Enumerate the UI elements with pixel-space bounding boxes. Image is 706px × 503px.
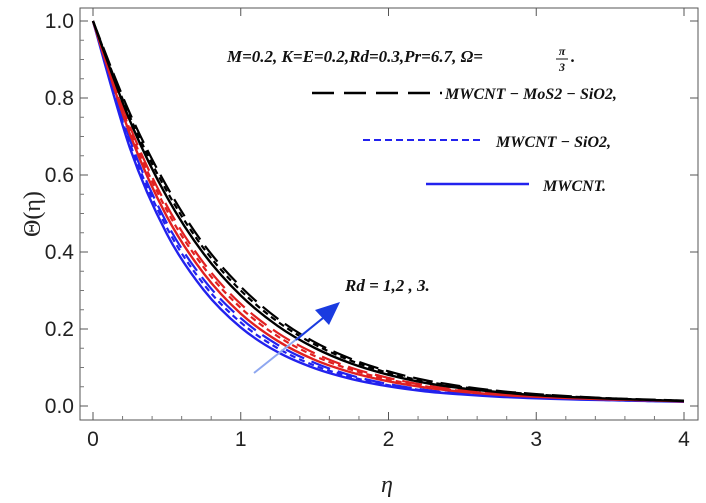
x-tick-label: 2 <box>383 428 395 451</box>
y-tick-label: 1.0 <box>45 10 74 33</box>
parameters-annotation: M=0.2, K=E=0.2,Rd=0.3,Pr=6.7, Ω= π 3 . <box>226 44 575 74</box>
y-tick-label: 0.8 <box>45 87 74 110</box>
rd-annotation-text: Rd = 1,2 , 3. <box>344 276 430 295</box>
parameters-fraction-numerator: π <box>559 44 566 58</box>
legend-label-1: MWCNT − MoS2 − SiO2, <box>444 86 617 103</box>
rd-arrow-head <box>315 302 340 325</box>
plot-frame <box>79 7 699 421</box>
y-tick-label: 0.4 <box>45 241 75 264</box>
parameters-end: . <box>571 47 575 66</box>
tick-labels: 0 1 2 3 4 0.0 0.2 0.4 0.6 0.8 1.0 <box>45 10 690 451</box>
x-tick-label: 1 <box>235 428 247 451</box>
y-tick-label: 0.6 <box>45 164 74 187</box>
y-tick-label: 0.2 <box>45 318 74 341</box>
series-curves <box>91 20 685 403</box>
x-tick-label: 4 <box>678 428 690 451</box>
legend: MWCNT − MoS2 − SiO2, MWCNT − SiO2, MWCNT… <box>312 86 617 195</box>
x-axis-title: η <box>381 472 393 498</box>
parameters-fraction-denominator: 3 <box>558 60 565 74</box>
y-axis-title: Θ(η) <box>20 191 46 237</box>
y-tick-label: 0.0 <box>45 395 74 418</box>
x-tick-label: 0 <box>87 428 99 451</box>
series-line-7 <box>91 20 685 402</box>
x-tick-label: 3 <box>530 428 542 451</box>
legend-label-3: MWCNT. <box>542 178 606 195</box>
series-line-9 <box>91 20 685 403</box>
parameters-text: M=0.2, K=E=0.2,Rd=0.3,Pr=6.7, Ω= <box>226 47 483 66</box>
rd-arrow-annotation: Rd = 1,2 , 3. <box>253 276 430 374</box>
legend-label-2: MWCNT − SiO2, <box>495 134 611 151</box>
axis-ticks <box>80 8 698 420</box>
rd-arrow-shaft <box>295 317 324 341</box>
